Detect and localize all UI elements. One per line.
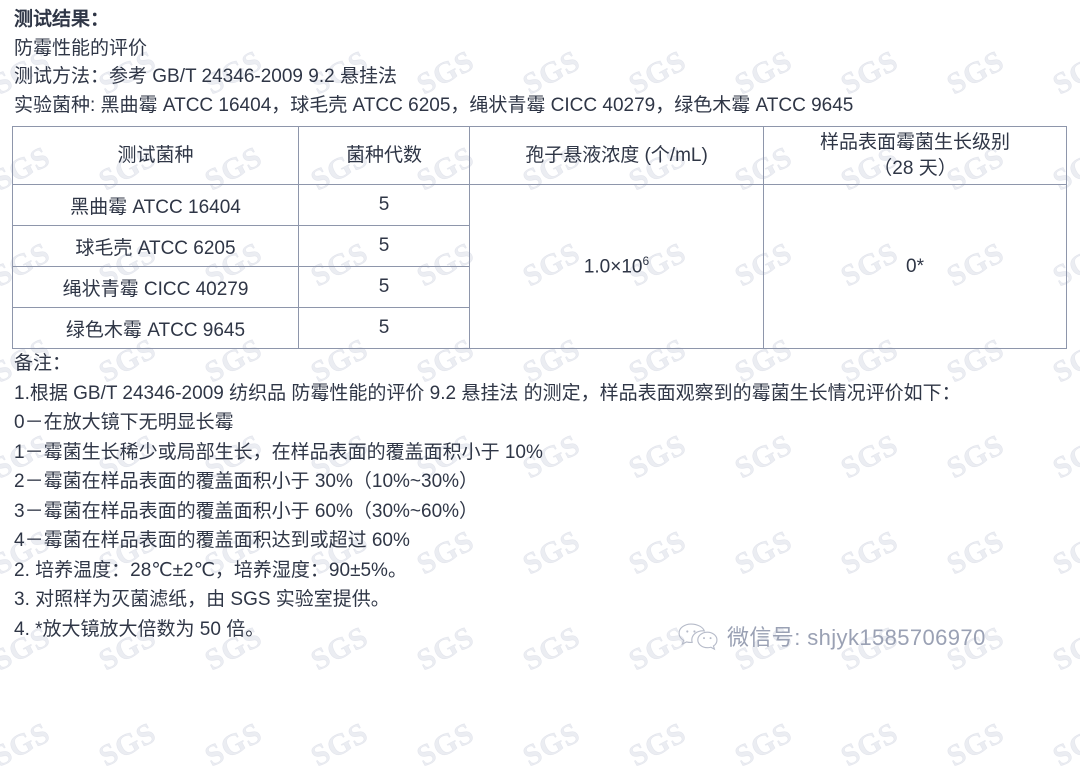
table-row: 绳状青霉 CICC 40279 5 — [12, 266, 1067, 308]
column-header-generation: 菌种代数 — [298, 126, 470, 185]
watermark-text: SGS — [411, 715, 480, 774]
cell-generation-3: 5 — [298, 266, 470, 308]
column-header-strain: 测试菌种 — [12, 126, 299, 185]
watermark-text: SGS — [93, 715, 162, 774]
table-row: 黑曲霉 ATCC 16404 5 1.0×106 0* — [12, 184, 1067, 349]
note-item-1: 1.根据 GB/T 24346-2009 纺织品 防霉性能的评价 9.2 悬挂法… — [14, 382, 961, 404]
cell-strain-4: 绿色木霉 ATCC 9645 — [12, 307, 299, 349]
grade-definition-3: 3－霉菌在样品表面的覆盖面积小于 60%（30%~60%） — [14, 500, 479, 522]
column-header-spore-concentration: 孢子悬液浓度 (个/mL) — [469, 126, 764, 185]
report-header: 测试结果： 防霉性能的评价 测试方法：参考 GB/T 24346-2009 9.… — [0, 0, 1080, 120]
grade-definition-1: 1－霉菌生长稀少或局部生长，在样品表面的覆盖面积小于 10% — [14, 441, 543, 463]
watermark-text: SGS — [623, 715, 692, 774]
column-header-growth-grade-line2: （28 天） — [873, 157, 957, 179]
note-item-2: 2. 培养温度：28℃±2℃，培养湿度：90±5%。 — [14, 559, 407, 581]
header-line-test-method: 测试方法：参考 GB/T 24346-2009 9.2 悬挂法 — [14, 66, 397, 87]
table-row: 球毛壳 ATCC 6205 5 — [12, 225, 1067, 267]
wechat-id-label: 微信号: shjyk1585706970 — [727, 625, 986, 650]
cell-generation-2: 5 — [298, 225, 470, 267]
note-item-3: 3. 对照样为灭菌滤纸，由 SGS 实验室提供。 — [14, 589, 390, 610]
grade-definition-0: 0－在放大镜下无明显长霉 — [14, 412, 234, 433]
cell-generation-1: 5 — [298, 184, 470, 226]
cell-strain-3: 绳状青霉 CICC 40279 — [12, 266, 299, 308]
watermark-text: SGS — [305, 715, 374, 774]
table-row: 绿色木霉 ATCC 9645 5 — [12, 307, 1067, 349]
mold-resistance-results-table: 测试菌种 菌种代数 孢子悬液浓度 (个/mL) 样品表面霉菌生长级别 （28 天… — [12, 126, 1067, 349]
table-header-row: 测试菌种 菌种代数 孢子悬液浓度 (个/mL) 样品表面霉菌生长级别 （28 天… — [12, 126, 1067, 185]
wechat-footer: 微信号: shjyk1585706970 — [676, 620, 986, 652]
watermark-text: SGS — [199, 715, 268, 774]
cell-strain-1: 黑曲霉 ATCC 16404 — [12, 184, 299, 226]
header-line-evaluation-title: 防霉性能的评价 — [14, 37, 148, 59]
watermark-text: SGS — [517, 715, 586, 774]
header-line-test-strains: 实验菌种: 黑曲霉 ATCC 16404，球毛壳 ATCC 6205，绳状青霉 … — [14, 94, 854, 116]
grade-definition-4: 4－霉菌在样品表面的覆盖面积达到或超过 60% — [14, 530, 410, 551]
spore-concentration-exponent: 6 — [642, 254, 650, 269]
watermark-text: SGS — [1047, 715, 1080, 774]
spore-concentration-base: 1.0×10 — [583, 256, 643, 278]
watermark-text: SGS — [835, 715, 904, 774]
cell-growth-grade: 0* — [763, 184, 1067, 349]
cell-generation-4: 5 — [298, 307, 470, 349]
header-line-test-results: 测试结果： — [14, 9, 110, 30]
notes-title: 备注： — [14, 353, 72, 374]
grade-definition-2: 2－霉菌在样品表面的覆盖面积小于 30%（10%~30%） — [14, 471, 479, 492]
wechat-icon — [676, 621, 720, 651]
notes-section: 备注： 1.根据 GB/T 24346-2009 纺织品 防霉性能的评价 9.2… — [14, 349, 1070, 644]
cell-strain-2: 球毛壳 ATCC 6205 — [12, 225, 299, 267]
watermark-text: SGS — [729, 715, 798, 774]
note-item-4: 4. *放大镜放大倍数为 50 倍。 — [14, 618, 265, 640]
watermark-text: SGS — [941, 715, 1010, 774]
watermark-text: SGS — [0, 715, 56, 774]
document-page: 测试结果： 防霉性能的评价 测试方法：参考 GB/T 24346-2009 9.… — [0, 0, 1080, 651]
column-header-growth-grade-line1: 样品表面霉菌生长级别 — [819, 131, 1010, 153]
column-header-growth-grade: 样品表面霉菌生长级别 （28 天） — [763, 126, 1067, 185]
cell-spore-concentration: 1.0×106 — [469, 184, 764, 349]
